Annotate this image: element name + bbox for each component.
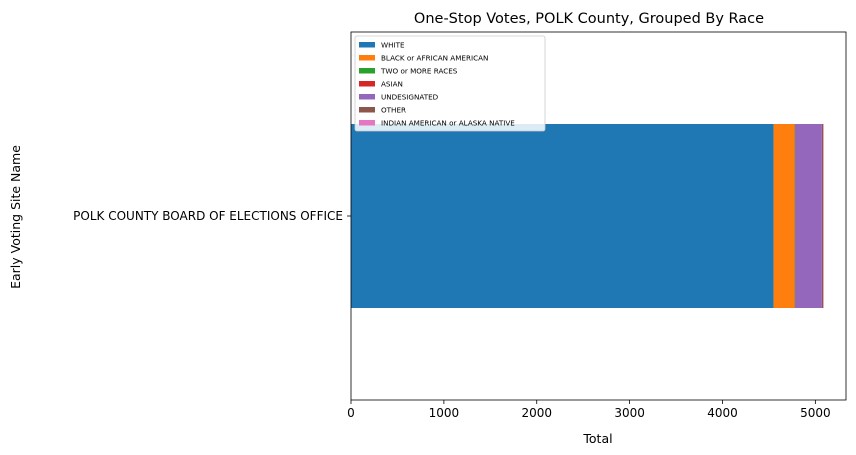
x-axis-ticks: 0 1000 2000 3000 4000 5000 <box>347 400 831 420</box>
x-axis-label: Total <box>582 431 612 446</box>
legend-label: BLACK or AFRICAN AMERICAN <box>381 54 488 63</box>
legend-swatch <box>359 55 375 61</box>
legend-swatch <box>359 107 375 113</box>
legend-swatch <box>359 81 375 87</box>
legend-swatch <box>359 42 375 48</box>
legend-label: TWO or MORE RACES <box>380 67 458 76</box>
legend-label: INDIAN AMERICAN or ALASKA NATIVE <box>381 119 515 128</box>
legend-label: UNDESIGNATED <box>381 93 439 102</box>
y-axis-ticks: POLK COUNTY BOARD OF ELECTIONS OFFICE <box>73 209 351 223</box>
legend-swatch <box>359 120 375 126</box>
x-tick-label: 0 <box>347 406 355 420</box>
bar-segment-5 <box>821 124 824 308</box>
chart-title: One-Stop Votes, POLK County, Grouped By … <box>414 11 764 27</box>
legend-label: WHITE <box>381 41 405 50</box>
y-tick-label: POLK COUNTY BOARD OF ELECTIONS OFFICE <box>73 209 343 223</box>
x-tick-label: 5000 <box>800 406 831 420</box>
x-tick-label: 2000 <box>521 406 552 420</box>
bars-group <box>351 124 824 308</box>
bar-segment-0 <box>351 124 774 308</box>
legend-label: OTHER <box>381 106 406 115</box>
legend-swatch <box>359 94 375 100</box>
legend-swatch <box>359 68 375 74</box>
legend-label: ASIAN <box>381 80 403 89</box>
x-tick-label: 1000 <box>429 406 460 420</box>
legend-frame <box>354 35 546 132</box>
bar-segment-1 <box>773 124 795 308</box>
legend: WHITE BLACK or AFRICAN AMERICAN TWO or MOR… <box>354 35 546 132</box>
bar-segment-4 <box>795 124 822 308</box>
y-axis-label: Early Voting Site Name <box>8 145 23 289</box>
x-tick-label: 4000 <box>707 406 738 420</box>
x-tick-label: 3000 <box>614 406 645 420</box>
